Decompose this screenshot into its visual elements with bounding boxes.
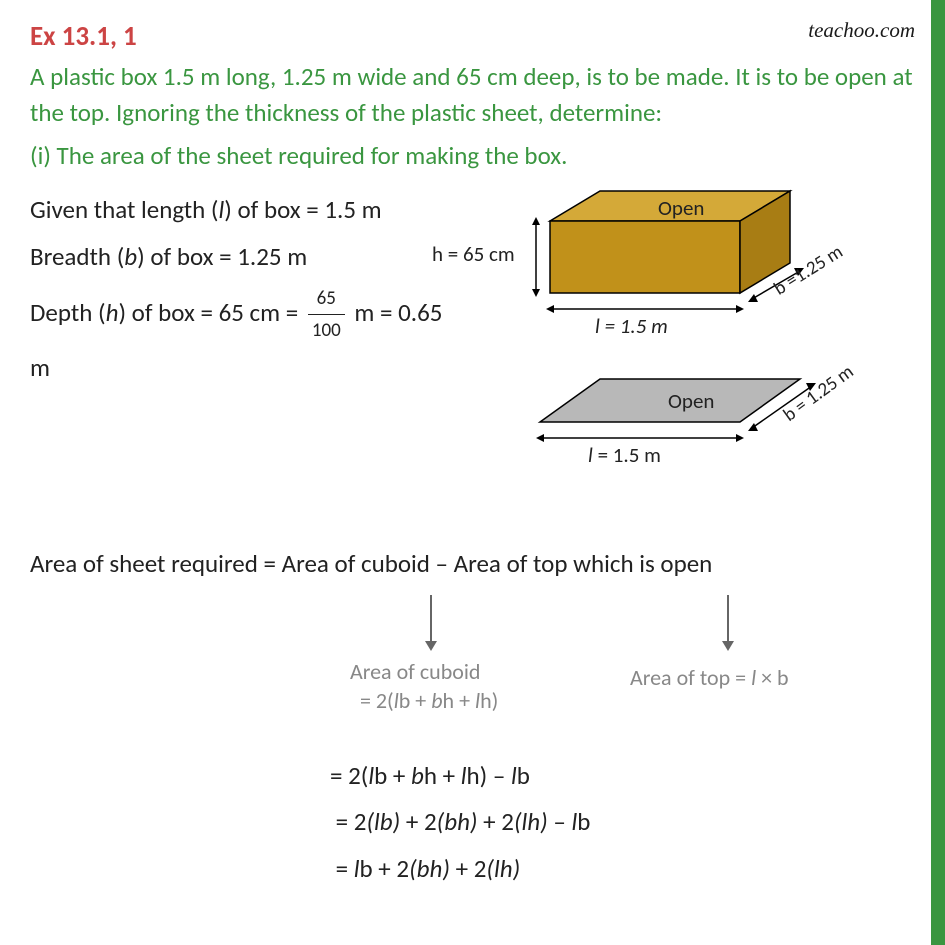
numerator: 65 [308,283,345,315]
text: Given that length ( [30,194,219,225]
text: Depth ( [30,297,106,328]
derivation-steps: = 2(lb + bh + lh) – lb = 2(lb) + 2(bh) +… [330,755,915,891]
var-h: h [106,297,119,328]
sub-question: (i) The area of the sheet required for m… [30,140,915,171]
arrow-down-icon [430,595,432,643]
diagrams: Open h = 65 cm l = 1.5 m b =1.25 m [480,189,915,494]
line1: Area of top = l × b [630,663,789,693]
top-formula: Area of top = l × b [630,663,789,693]
given-breadth: Breadth (b) of box = 1.25 m [30,236,460,277]
given-depth: Depth (h) of box = 65 cm = 65100 m = 0.6… [30,283,460,388]
exercise-label: Ex 13.1, 1 [30,20,915,53]
accent-bar [931,0,945,945]
text: ) of box = 1.5 m [224,194,381,225]
given-block: Given that length (l) of box = 1.5 m Bre… [30,189,460,394]
cuboid-formula: Area of cuboid = 2(lb + bh + lh) [350,657,498,716]
text: Breadth ( [30,241,124,272]
top-diagram: Open l = 1.5 m b = 1.25 m [480,364,860,494]
arrow-down-icon [727,595,729,643]
given-and-diagram-row: Given that length (l) of box = 1.5 m Bre… [30,189,915,494]
top-svg [480,364,860,484]
text: ) of box = 1.25 m [137,241,307,272]
h-label: h = 65 cm [432,241,515,267]
problem-statement: A plastic box 1.5 m long, 1.25 m wide an… [30,59,915,132]
fraction: 65100 [308,283,345,347]
step-3: = lb + 2(bh) + 2(lh) [330,848,915,891]
open-label-2: Open [668,388,714,414]
l-label-2: l = 1.5 m [588,442,661,468]
main-equation: Area of sheet required = Area of cuboid … [30,548,915,579]
var-b: b [124,241,137,272]
l-label: l = 1.5 m [595,313,668,339]
line2: = 2(lb + bh + lh) [350,686,498,716]
text: ) of box = 65 cm = [118,297,303,328]
given-length: Given that length (l) of box = 1.5 m [30,189,460,230]
line1: Area of cuboid [350,657,498,687]
page: teachoo.com Ex 13.1, 1 A plastic box 1.5… [0,0,945,945]
arrow-row: Area of cuboid = 2(lb + bh + lh) Area of… [30,595,915,675]
step-1: = 2(lb + bh + lh) – lb [330,755,915,798]
open-label: Open [658,195,704,221]
watermark: teachoo.com [808,18,915,43]
step-2: = 2(lb) + 2(bh) + 2(lh) – lb [330,801,915,844]
denominator: 100 [308,315,345,346]
cuboid-diagram: Open h = 65 cm l = 1.5 m b =1.25 m [480,181,840,346]
